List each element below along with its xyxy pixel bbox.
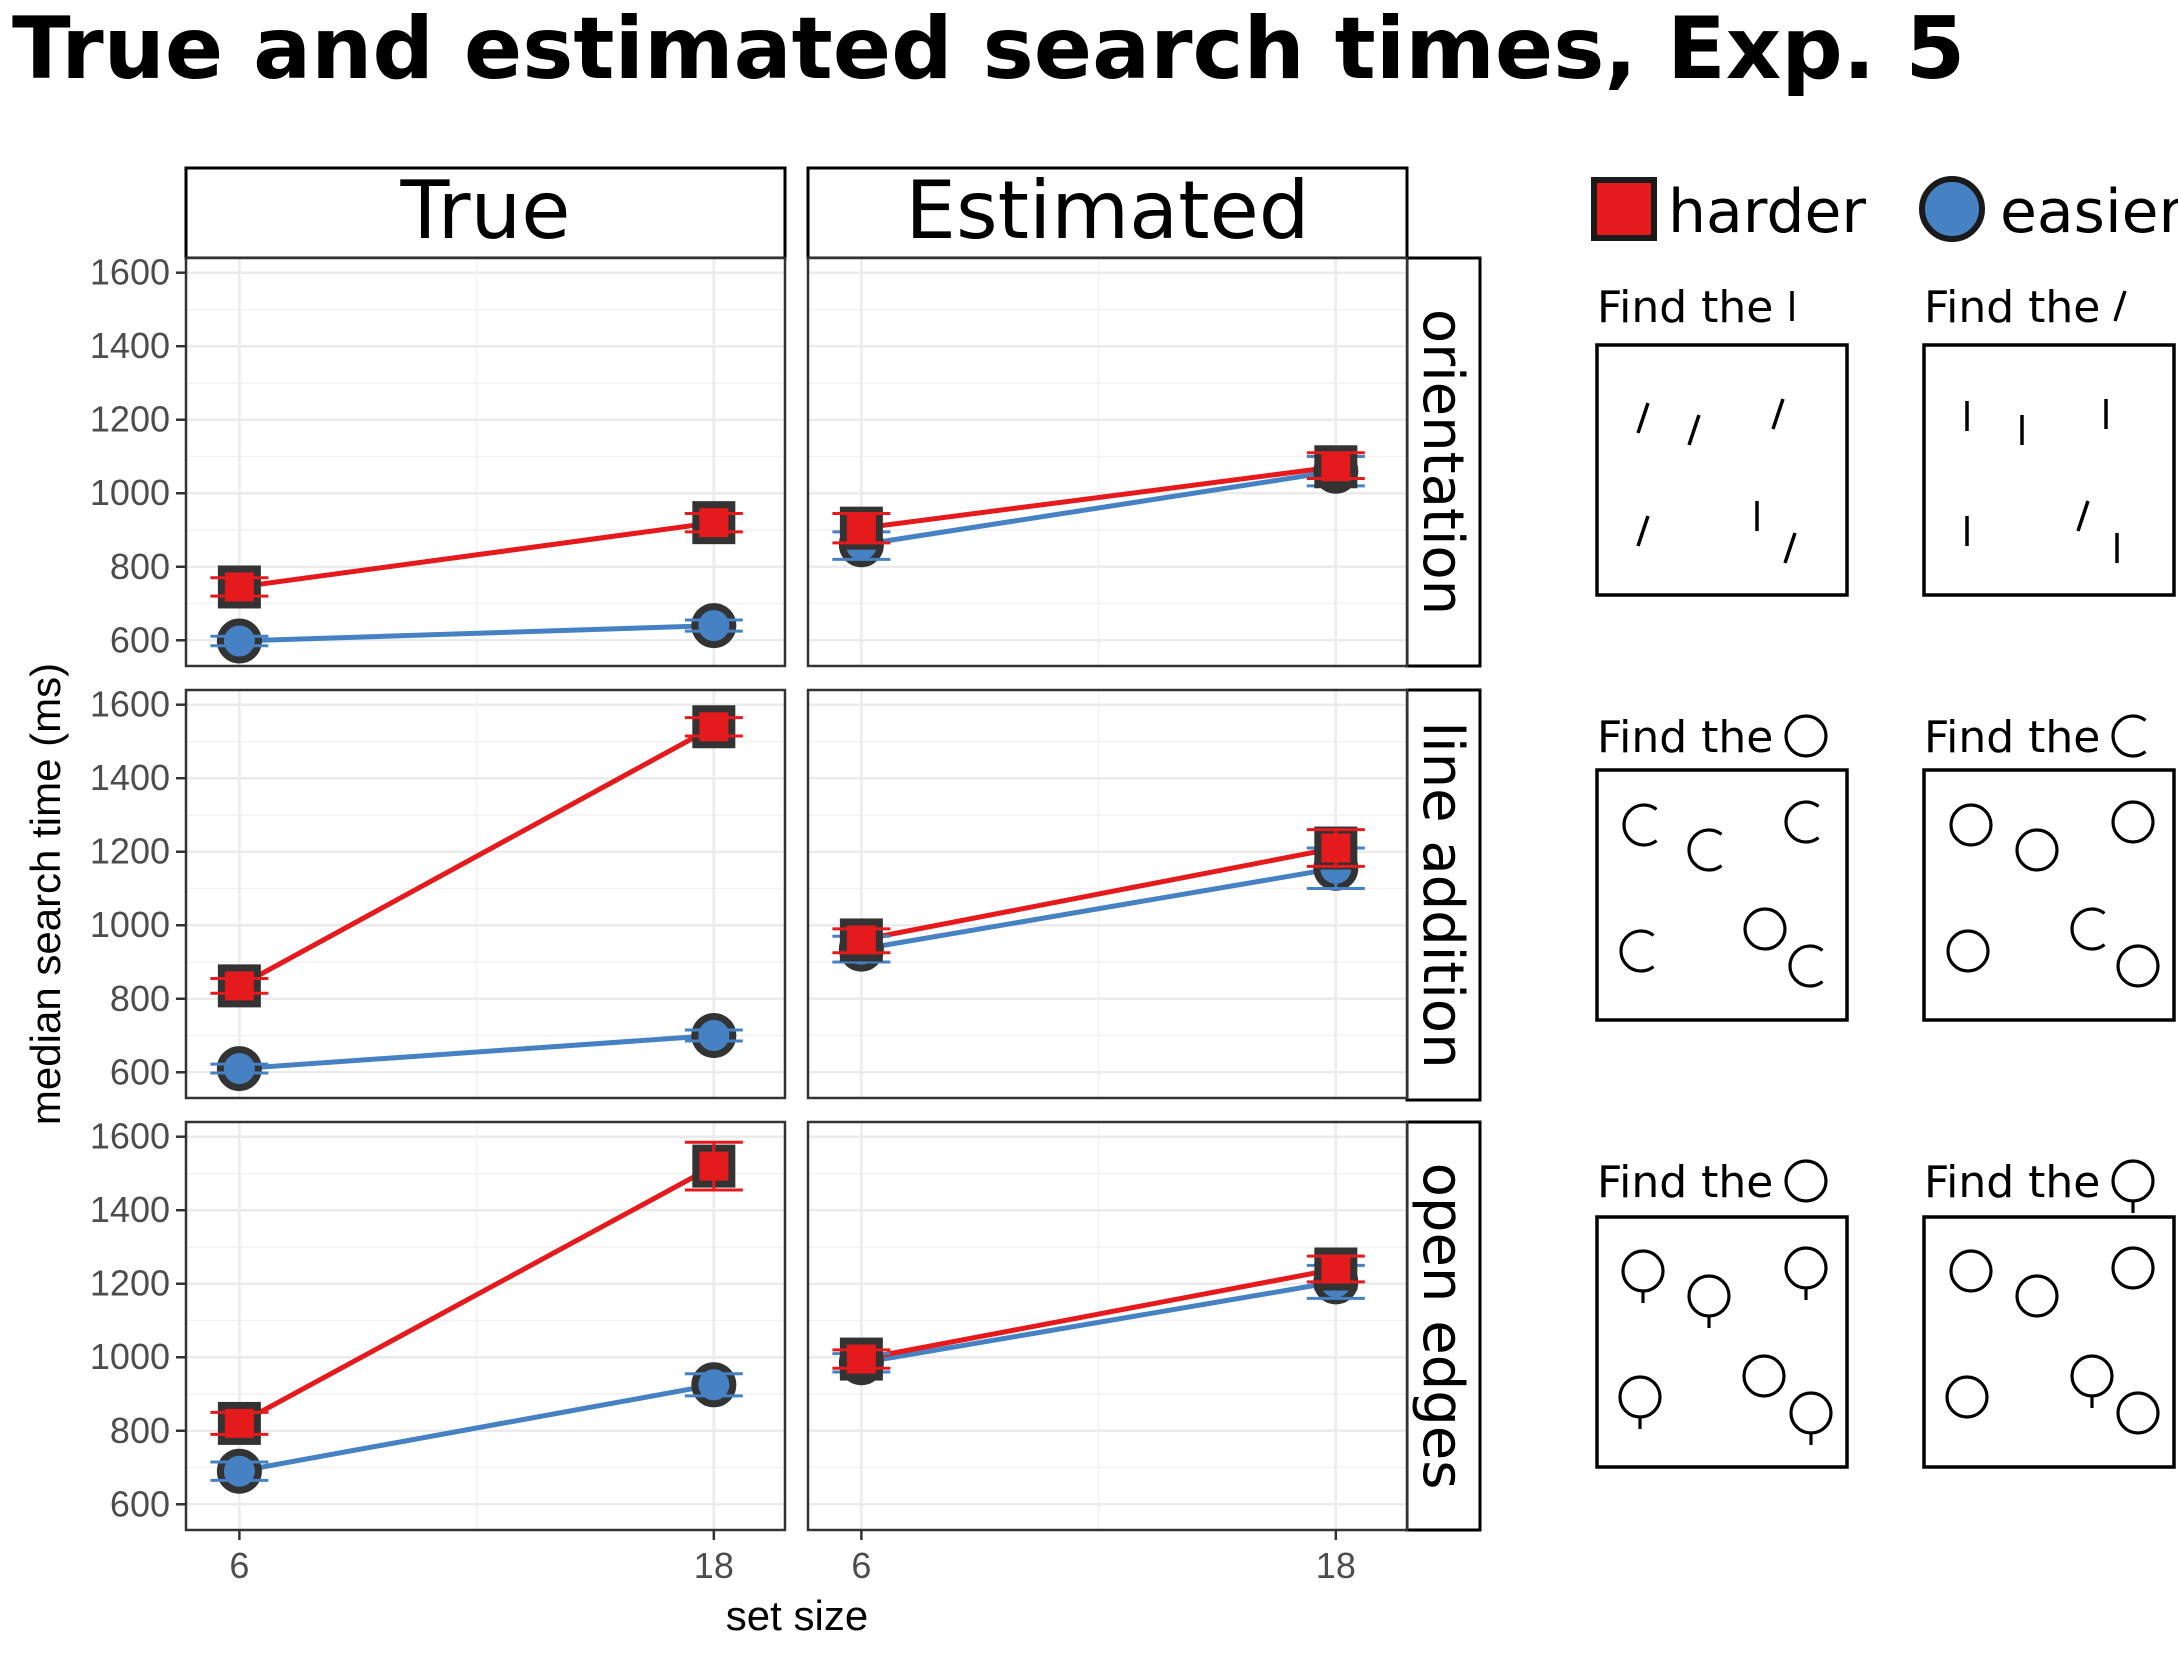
example-orientation-harder <box>1595 343 1849 597</box>
example-line-addition-harder <box>1595 768 1849 1022</box>
row-strips: orientation line addition open edges <box>1405 256 1482 1532</box>
strip-orientation-label: orientation <box>1410 309 1475 615</box>
find-label-orientation-easier: Find the <box>1924 282 2100 333</box>
panel-open-edges-true <box>184 1120 787 1532</box>
y-tick-label: 1200 <box>90 399 170 440</box>
example-displays: Find the Find the Find the Find the Find… <box>1595 282 2176 1469</box>
column-strips: True Estimated <box>184 164 1409 260</box>
panel-background <box>808 258 1407 666</box>
y-tick-label: 1600 <box>90 684 170 725</box>
strip-open-edges: open edges <box>1405 1120 1482 1532</box>
x-tick-label: 6 <box>851 1545 871 1586</box>
x-tick-label: 6 <box>229 1545 249 1586</box>
display-frame <box>1595 343 1849 597</box>
example-orientation-easier <box>1922 343 2176 597</box>
display-frame <box>1922 768 2176 1022</box>
panel-border <box>184 1120 787 1532</box>
series-line-easier <box>860 865 1337 952</box>
strip-true-label: True <box>400 164 571 257</box>
y-tick-label: 1400 <box>90 325 170 366</box>
example-line-addition-easier <box>1922 768 2176 1022</box>
y-tick-label: 800 <box>110 978 170 1019</box>
strip-line-addition-label: line addition <box>1410 721 1475 1068</box>
y-tick-label: 1000 <box>90 472 170 513</box>
x-tick-label: 18 <box>694 1545 734 1586</box>
panel-border <box>806 256 1409 668</box>
find-label-line-addition-harder: Find the <box>1597 712 1773 763</box>
strip-orientation: orientation <box>1405 256 1482 668</box>
target-circle-with-line-icon <box>2111 1159 2155 1215</box>
target-circle-icon <box>1784 714 1828 758</box>
find-label-line-addition-easier: Find the <box>1924 712 2100 763</box>
strip-estimated-label: Estimated <box>905 164 1309 257</box>
y-axes: 600 800 1000 1200 1400 1600 600 800 1000 1200 1400… <box>90 252 186 1524</box>
series-line-harder <box>239 520 715 590</box>
y-tick-label: 600 <box>110 1483 170 1524</box>
example-open-edges-easier <box>1922 1215 2176 1469</box>
y-tick-label: 800 <box>110 546 170 587</box>
series-line-easier <box>239 1033 715 1072</box>
example-open-edges-harder <box>1595 1215 1849 1469</box>
panel-line-addition-true <box>184 688 787 1100</box>
point-harder <box>692 501 736 545</box>
y-tick-label: 800 <box>110 1410 170 1451</box>
y-tick-label: 1600 <box>90 1116 170 1157</box>
legend: harder easier <box>1591 176 2178 247</box>
target-tilted-line-icon <box>2113 289 2127 323</box>
y-tick-label: 1400 <box>90 1189 170 1230</box>
display-frame <box>1922 343 2176 597</box>
series-line-easier <box>860 468 1337 548</box>
y-tick-label: 1000 <box>90 1336 170 1377</box>
series-line-harder <box>860 845 1337 943</box>
chart-title: True and estimated search times, Exp. 5 <box>12 0 1965 99</box>
find-label-open-edges-harder: Find the <box>1597 1157 1773 1208</box>
series-line-harder <box>860 1266 1337 1362</box>
y-tick-label: 1600 <box>90 252 170 293</box>
series-line-easier <box>238 1382 715 1474</box>
find-label-orientation-harder: Find the <box>1597 282 1773 333</box>
x-tick-label: 18 <box>1316 1545 1356 1586</box>
panel-border <box>184 688 787 1100</box>
legend-harder-swatch <box>1591 177 1657 241</box>
y-tick-label: 1000 <box>90 904 170 945</box>
legend-easier-label: easier <box>2000 177 2178 247</box>
x-axes: 6 18 6 18 <box>229 1530 1356 1586</box>
target-open-circle-icon <box>2111 714 2148 758</box>
strip-line-addition: line addition <box>1405 688 1482 1102</box>
y-tick-label: 1400 <box>90 757 170 798</box>
panel-orientation-true <box>184 256 787 668</box>
legend-easier-swatch <box>1919 176 1985 242</box>
target-circle-icon <box>1784 1159 1828 1203</box>
panel-background <box>186 258 785 666</box>
y-axis-title: median search time (ms) <box>22 663 69 1125</box>
display-frame <box>1922 1215 2176 1469</box>
x-axis-title: set size <box>726 1592 868 1639</box>
legend-harder-label: harder <box>1668 177 1866 247</box>
panel-line-addition-estimated <box>806 688 1409 1100</box>
y-tick-label: 600 <box>110 619 170 660</box>
panel-border <box>184 256 787 668</box>
y-tick-label: 1200 <box>90 1263 170 1304</box>
y-tick-label: 600 <box>110 1051 170 1092</box>
panel-open-edges-estimated <box>806 1120 1409 1532</box>
series-line-harder <box>238 724 716 989</box>
panel-border <box>806 1120 1409 1532</box>
y-tick-label: 1200 <box>90 831 170 872</box>
strip-true: True <box>184 164 787 260</box>
series-line-easier <box>860 1279 1337 1366</box>
series-line-easier <box>239 623 714 644</box>
strip-estimated: Estimated <box>806 164 1409 260</box>
panel-border <box>806 688 1409 1100</box>
strip-open-edges-label: open edges <box>1410 1163 1475 1490</box>
panels <box>184 256 1409 1532</box>
series-line-harder <box>861 464 1337 531</box>
panel-orientation-estimated <box>806 256 1409 668</box>
display-frame <box>1595 768 1849 1022</box>
find-label-open-edges-easier: Find the <box>1924 1157 2100 1208</box>
series-line-harder <box>238 1163 716 1426</box>
panel-background <box>808 1122 1407 1530</box>
